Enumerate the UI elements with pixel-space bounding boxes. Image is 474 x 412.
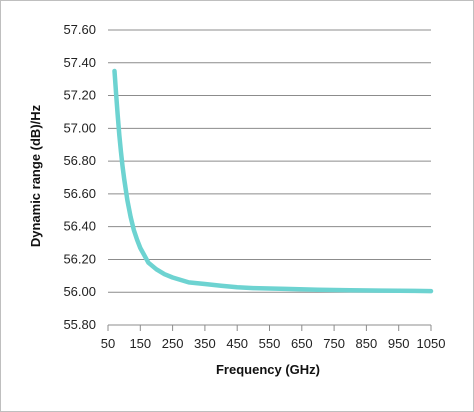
series-line-0 [112,68,434,294]
x-tick-label: 150 [129,336,151,351]
series-group [112,68,434,294]
x-tick-label: 950 [388,336,410,351]
x-tick-label: 650 [291,336,313,351]
x-tick-label: 850 [356,336,378,351]
y-tick-label: 56.80 [63,153,96,168]
y-tick-label: 56.20 [63,251,96,266]
y-axis-title: Dynamic range (dB)/Hz [28,104,43,247]
y-axis-ticks: 55.80 56.00 56.20 56.40 56.60 56.80 57.00 57.20… [63,22,96,332]
x-axis-title: Frequency (GHz) [216,362,320,377]
x-tick-label: 50 [101,336,115,351]
x-tick-label: 750 [323,336,345,351]
y-tick-label: 56.60 [63,186,96,201]
y-tick-label: 57.60 [63,22,96,37]
x-axis-ticks: 50 150 250 350 450 550 650 750 850 950 1050 [101,325,446,351]
gridlines [108,29,431,326]
y-tick-label: 57.00 [63,120,96,135]
y-tick-label: 57.20 [63,88,96,103]
y-tick-label: 56.40 [63,219,96,234]
y-tick-label: 57.40 [63,55,96,70]
x-tick-label: 1050 [417,336,446,351]
x-tick-label: 550 [259,336,281,351]
x-tick-label: 250 [162,336,184,351]
y-tick-label: 56.00 [63,284,96,299]
x-tick-label: 450 [226,336,248,351]
x-tick-label: 350 [194,336,216,351]
y-tick-label: 55.80 [63,317,96,332]
